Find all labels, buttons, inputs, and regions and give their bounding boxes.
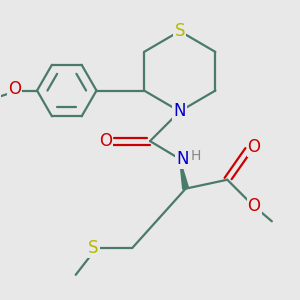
Text: S: S (175, 22, 185, 40)
Text: O: O (8, 80, 21, 98)
Text: N: N (176, 150, 189, 168)
Text: O: O (248, 138, 260, 156)
Text: S: S (88, 239, 99, 257)
Text: O: O (248, 197, 260, 215)
Text: N: N (173, 102, 186, 120)
Text: H: H (191, 149, 201, 163)
Polygon shape (180, 159, 189, 189)
Text: O: O (99, 132, 112, 150)
